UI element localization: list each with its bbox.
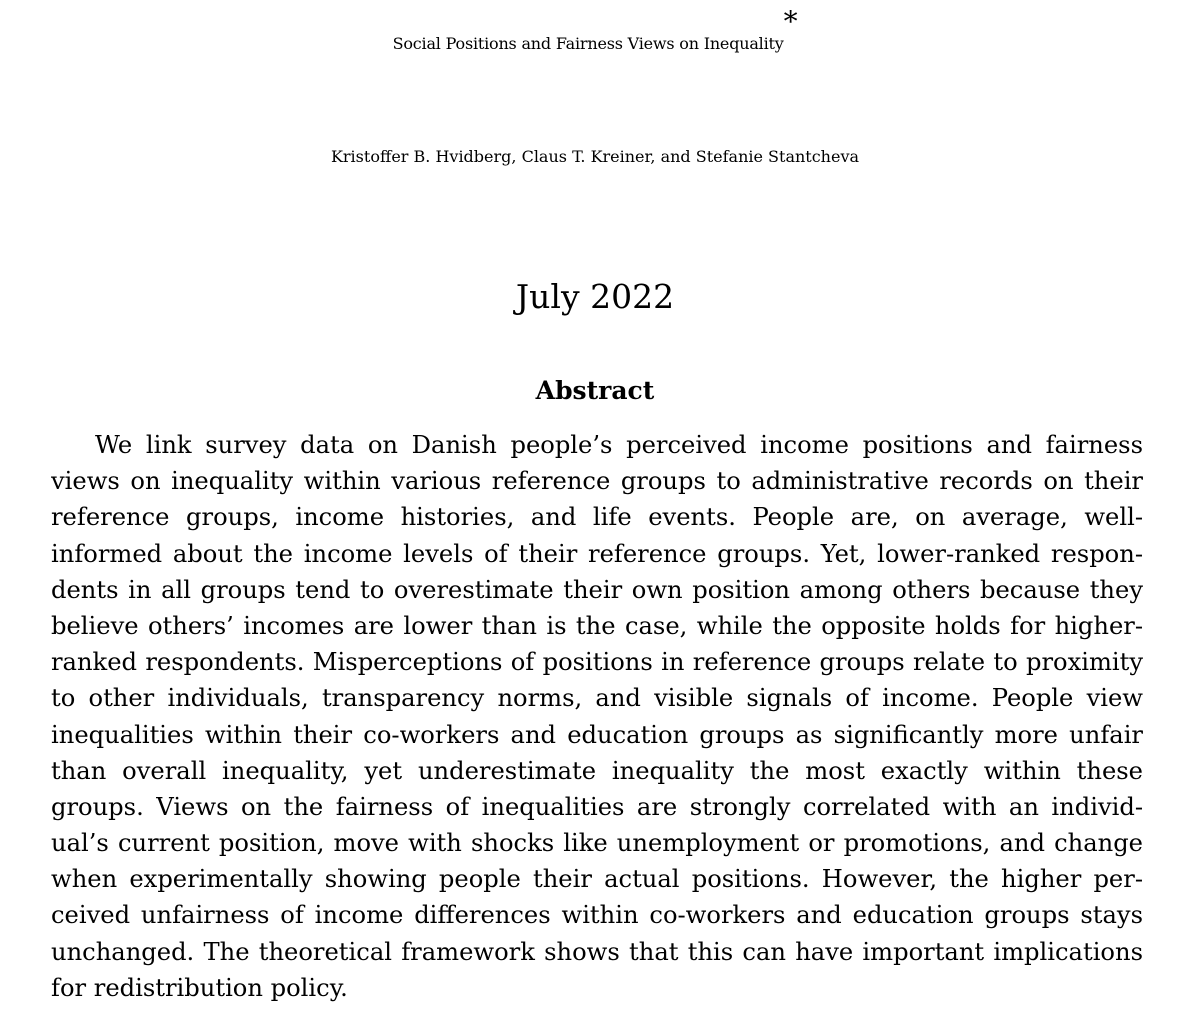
paper-title-text: Social Positions and Fairness Views on I… [393, 34, 784, 53]
abstract-line: unchanged. The theoretical framework sho… [51, 934, 1143, 970]
abstract-body: We link survey data on Danish people’s p… [51, 427, 1143, 1006]
abstract-line: than overall inequality, yet underestima… [51, 753, 1143, 789]
abstract-line: We link survey data on Danish people’s p… [51, 427, 1143, 463]
abstract-line: ranked respondents. Misperceptions of po… [51, 644, 1143, 680]
abstract-line: to other individuals, transparency norms… [51, 680, 1143, 716]
title-footnote-marker: * [784, 5, 798, 38]
abstract-line: for redistribution policy. [51, 970, 1143, 1006]
paper-title: Social Positions and Fairness Views on I… [0, 14, 1190, 74]
abstract-line: dents in all groups tend to overestimate… [51, 572, 1143, 608]
abstract-line: groups. Views on the fairness of inequal… [51, 789, 1143, 825]
abstract-line: informed about the income levels of thei… [51, 536, 1143, 572]
abstract-line: ual’s current position, move with shocks… [51, 825, 1143, 861]
author-list: Kristoffer B. Hvidberg, Claus T. Kreiner… [0, 136, 1190, 178]
abstract-heading: Abstract [0, 374, 1190, 408]
publication-date: July 2022 [0, 276, 1190, 318]
abstract-line: ceived unfairness of income differences … [51, 897, 1143, 933]
abstract-line: reference groups, income histories, and … [51, 499, 1143, 535]
abstract-line: views on inequality within various refer… [51, 463, 1143, 499]
abstract-line: when experimentally showing people their… [51, 861, 1143, 897]
abstract-line: inequalities within their co-workers and… [51, 717, 1143, 753]
abstract-line: believe others’ incomes are lower than i… [51, 608, 1143, 644]
